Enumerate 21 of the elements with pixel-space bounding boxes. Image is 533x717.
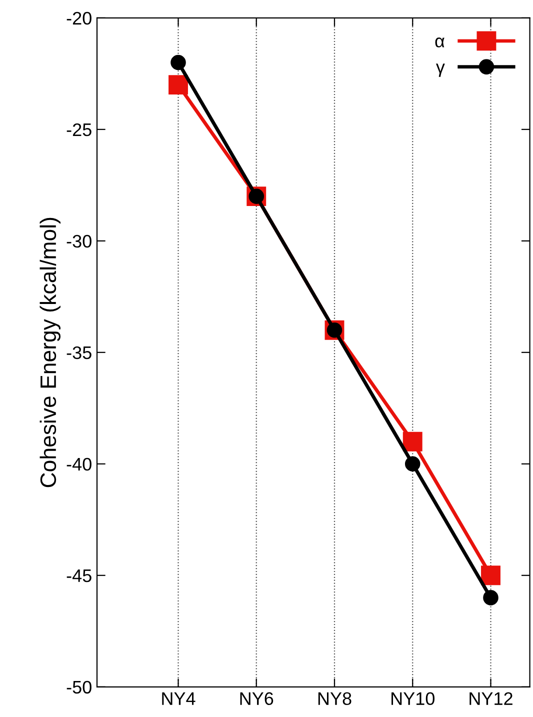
y-tick-label: -35 bbox=[66, 346, 92, 360]
point bbox=[483, 590, 498, 606]
x-tick-label: NY10 bbox=[392, 692, 434, 706]
legend-label: α bbox=[435, 38, 444, 48]
x-tick-label: NY4 bbox=[162, 692, 196, 705]
x-tick-label: NY12 bbox=[470, 692, 512, 705]
point bbox=[168, 75, 188, 95]
x-tick-label: NY6 bbox=[240, 692, 274, 706]
point bbox=[481, 566, 500, 586]
point bbox=[402, 432, 422, 452]
y-tick-label: -45 bbox=[66, 570, 92, 582]
y-tick-label: -20 bbox=[66, 12, 92, 25]
point bbox=[170, 54, 186, 70]
x-tick-label: NY8 bbox=[318, 692, 352, 706]
y-tick-label: -25 bbox=[66, 123, 92, 136]
point bbox=[404, 456, 420, 472]
y-tick-label: -50 bbox=[66, 680, 92, 694]
legend-label: γ bbox=[436, 64, 445, 77]
y-axis-title: Cohesive Energy (kcal/mol) bbox=[40, 218, 60, 488]
y-tick-label: -40 bbox=[66, 458, 92, 471]
y-tick-label: -30 bbox=[66, 234, 92, 248]
